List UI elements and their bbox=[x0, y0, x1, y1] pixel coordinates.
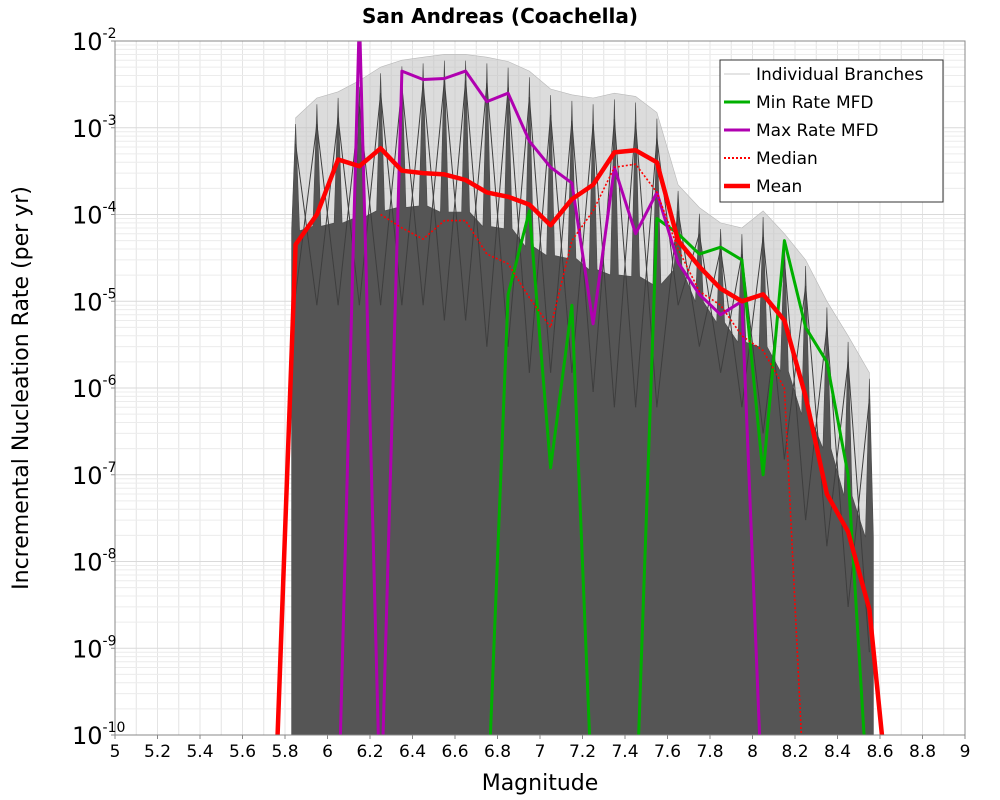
branch-line bbox=[528, 97, 552, 373]
y-axis: 10-10 10-9 10-8 10-7 10-6 10-5 10-4 10-3 10-2 bbox=[72, 26, 125, 750]
branch-line bbox=[656, 210, 679, 408]
series-line-median bbox=[380, 163, 803, 735]
branch-line bbox=[465, 80, 488, 347]
branch-line bbox=[720, 248, 743, 408]
x-tick-label: 8.6 bbox=[866, 742, 893, 762]
branch-line bbox=[635, 138, 658, 408]
chart-title: San Andreas (Coachella) bbox=[362, 4, 638, 28]
x-tick-label: 9 bbox=[960, 742, 971, 762]
legend-label: Max Rate MFD bbox=[756, 121, 878, 141]
branch-line bbox=[550, 120, 573, 373]
y-tick-label: 10-6 bbox=[72, 373, 117, 403]
branch-line bbox=[783, 259, 807, 521]
x-tick-label: 7.8 bbox=[696, 742, 723, 762]
branch-line bbox=[613, 122, 637, 408]
branch-line bbox=[295, 124, 318, 295]
branch-line bbox=[847, 398, 870, 607]
branch-line bbox=[528, 115, 552, 373]
x-tick-label: 5.4 bbox=[186, 742, 213, 762]
y-tick-label: 10-7 bbox=[72, 460, 117, 490]
x-tick-label: 6.6 bbox=[441, 742, 468, 762]
branch-line bbox=[443, 80, 467, 321]
x-tick-label: 5.2 bbox=[144, 742, 171, 762]
branch-line bbox=[826, 361, 849, 547]
branch-line bbox=[337, 117, 360, 306]
x-tick-label: 8.8 bbox=[909, 742, 936, 762]
series-line-max-rate-mfd bbox=[338, 41, 762, 735]
branch-line bbox=[316, 117, 339, 306]
branch-line bbox=[358, 93, 382, 306]
x-tick-label: 6.8 bbox=[484, 742, 511, 762]
x-axis-title: Magnitude bbox=[482, 771, 599, 796]
legend: Individual Branches Min Rate MFD Max Rate … bbox=[719, 59, 944, 203]
legend-box bbox=[719, 59, 944, 203]
x-tick-label: 6 bbox=[322, 742, 333, 762]
y-tick-label: 10-3 bbox=[72, 113, 117, 143]
branch-line bbox=[805, 285, 828, 547]
x-tick-label: 8 bbox=[747, 742, 758, 762]
x-tick-label: 7.6 bbox=[654, 742, 681, 762]
branch-line bbox=[507, 87, 530, 373]
branch-line bbox=[507, 97, 530, 347]
branch-line bbox=[422, 83, 445, 321]
y-tick-label: 10-2 bbox=[72, 26, 117, 56]
x-tick-label: 8.2 bbox=[781, 742, 808, 762]
branch-line bbox=[465, 83, 488, 321]
branch-line bbox=[422, 80, 445, 306]
branch-line bbox=[401, 83, 424, 306]
legend-label: Median bbox=[756, 149, 818, 169]
plot-area bbox=[275, 41, 885, 735]
y-tick-label: 10-10 bbox=[72, 720, 125, 750]
legend-label: Mean bbox=[756, 177, 802, 197]
x-tick-label: 8.4 bbox=[824, 742, 851, 762]
branch-line bbox=[592, 124, 615, 408]
x-tick-label: 6.2 bbox=[356, 742, 383, 762]
x-tick-label: 5.6 bbox=[229, 742, 256, 762]
branch-line bbox=[486, 87, 509, 347]
series-line-mean bbox=[275, 146, 885, 735]
branch-line bbox=[380, 86, 403, 306]
x-axis: 5 5.2 5.4 5.6 5.8 6 6.2 6.4 6.6 6.8 7 7.2 7.4 7.6 7.8 8… bbox=[110, 735, 971, 762]
x-tick-label: 7.2 bbox=[569, 742, 596, 762]
legend-label: Individual Branches bbox=[756, 65, 924, 85]
x-tick-label: 7.4 bbox=[611, 742, 638, 762]
y-tick-label: 10-9 bbox=[72, 633, 117, 663]
y-tick-label: 10-4 bbox=[72, 200, 117, 230]
x-tick-label: 7 bbox=[535, 742, 546, 762]
branch-line bbox=[720, 253, 743, 373]
branch-line bbox=[805, 327, 828, 521]
branch-line bbox=[295, 143, 318, 306]
branches-fill bbox=[291, 60, 874, 735]
x-tick-label: 6.4 bbox=[399, 742, 426, 762]
x-tick-label: 5 bbox=[110, 742, 121, 762]
legend-label: Min Rate MFD bbox=[756, 93, 874, 113]
y-tick-label: 10-5 bbox=[72, 286, 117, 316]
y-axis-title: Incremental Nucleation Rate (per yr) bbox=[9, 186, 34, 590]
x-tick-label: 5.8 bbox=[271, 742, 298, 762]
y-tick-label: 10-8 bbox=[72, 547, 117, 577]
